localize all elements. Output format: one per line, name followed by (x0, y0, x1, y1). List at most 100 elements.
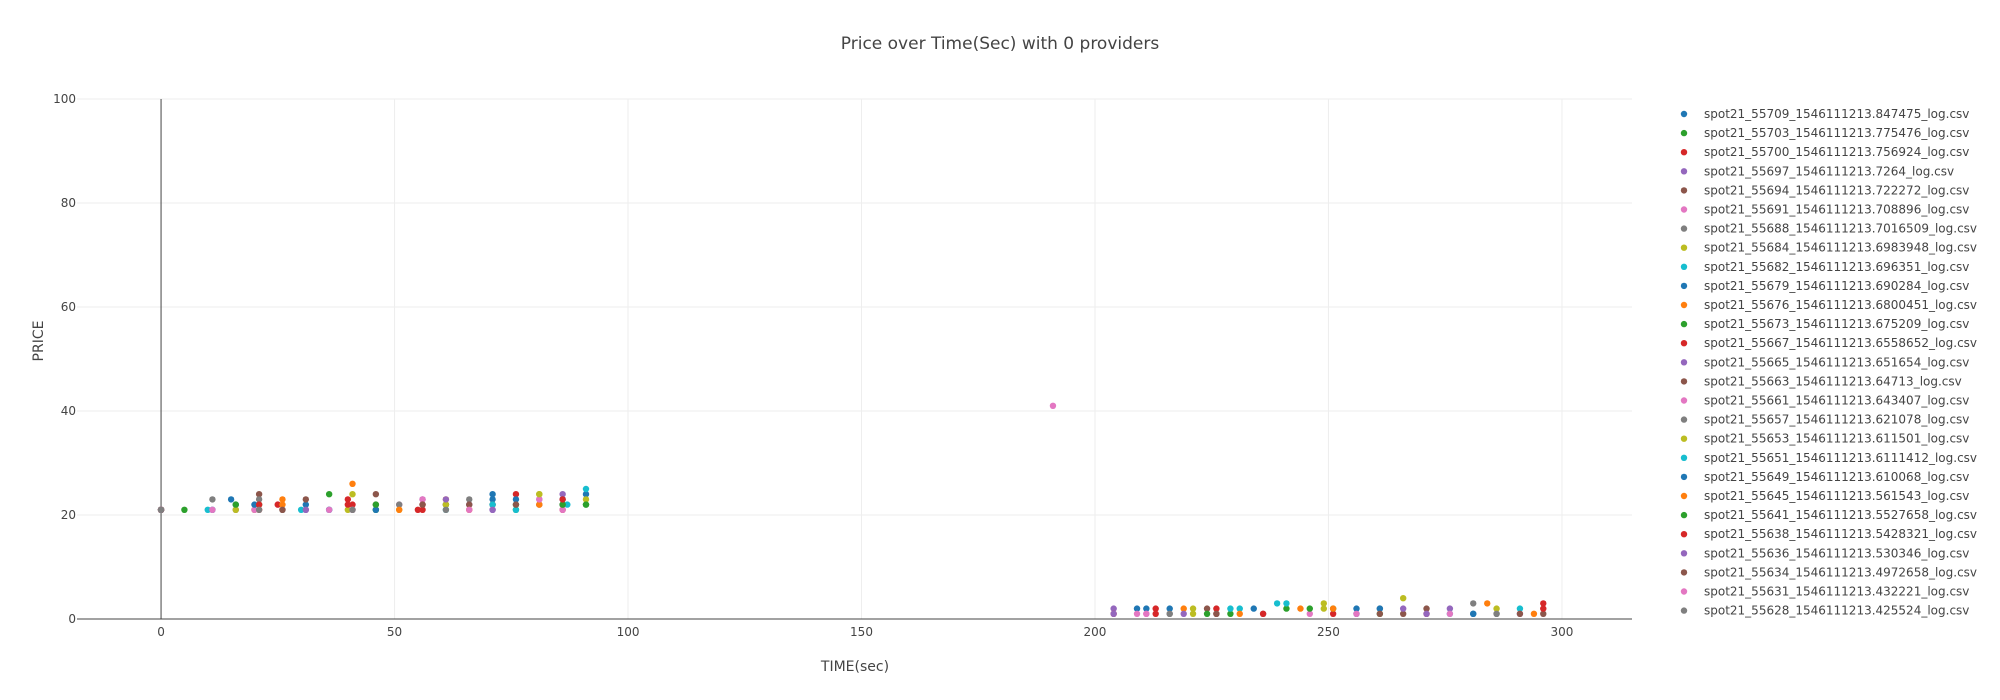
data-point[interactable] (582, 491, 590, 498)
data-point[interactable] (489, 506, 496, 513)
data-point[interactable] (559, 501, 566, 508)
data-point[interactable] (1540, 600, 1547, 607)
data-point[interactable] (512, 506, 520, 513)
data-point[interactable] (1110, 610, 1117, 617)
data-point[interactable] (325, 491, 333, 498)
data-point[interactable] (512, 491, 520, 498)
data-point[interactable] (536, 501, 543, 508)
data-point[interactable] (1446, 605, 1454, 612)
data-point[interactable] (466, 496, 473, 503)
data-point[interactable] (232, 501, 239, 508)
data-point[interactable] (1189, 605, 1197, 612)
data-point[interactable] (1320, 605, 1328, 612)
data-point[interactable] (1203, 610, 1211, 617)
legend-item[interactable]: spot21_55641_1546111213.5527658_log.csv (1680, 508, 1977, 522)
data-point[interactable] (489, 501, 496, 508)
data-point[interactable] (1143, 610, 1150, 617)
data-point[interactable] (1493, 610, 1500, 617)
data-point[interactable] (1297, 605, 1304, 612)
data-point[interactable] (489, 496, 496, 503)
data-point[interactable] (372, 506, 380, 513)
data-point[interactable] (442, 501, 450, 508)
legend-item[interactable]: spot21_55679_1546111213.690284_log.csv (1680, 279, 1970, 293)
legend-item[interactable]: spot21_55709_1546111213.847475_log.csv (1680, 107, 1970, 121)
data-point[interactable] (204, 506, 211, 513)
data-point[interactable] (181, 506, 188, 513)
legend-item[interactable]: spot21_55661_1546111213.643407_log.csv (1680, 394, 1970, 408)
data-point[interactable] (1470, 610, 1477, 617)
legend-item[interactable]: spot21_55676_1546111213.6800451_log.csv (1680, 298, 1977, 312)
data-point[interactable] (1376, 605, 1384, 612)
data-point[interactable] (1152, 605, 1159, 612)
data-point[interactable] (419, 501, 426, 508)
legend-item[interactable]: spot21_55691_1546111213.708896_log.csv (1680, 203, 1970, 217)
data-point[interactable] (1353, 605, 1360, 612)
data-point[interactable] (414, 506, 422, 513)
data-point[interactable] (466, 501, 473, 508)
data-point[interactable] (1180, 605, 1187, 612)
data-point[interactable] (1484, 600, 1491, 607)
data-point[interactable] (344, 501, 352, 508)
data-point[interactable] (512, 496, 520, 503)
data-point[interactable] (1049, 402, 1057, 409)
data-point[interactable] (1213, 610, 1220, 617)
data-point[interactable] (1250, 605, 1257, 612)
legend-item[interactable]: spot21_55663_1546111213.64713_log.csv (1680, 374, 1962, 388)
data-point[interactable] (419, 506, 426, 513)
data-point[interactable] (302, 496, 310, 503)
data-point[interactable] (1329, 610, 1337, 617)
data-point[interactable] (209, 496, 216, 503)
data-point[interactable] (1516, 605, 1524, 612)
legend-item[interactable]: spot21_55634_1546111213.4972658_log.csv (1680, 565, 1977, 579)
data-point[interactable] (1540, 605, 1547, 612)
data-point[interactable] (279, 501, 286, 508)
data-point[interactable] (1227, 605, 1234, 612)
data-point[interactable] (255, 491, 263, 498)
data-point[interactable] (302, 501, 310, 508)
data-point[interactable] (512, 501, 520, 508)
data-point[interactable] (582, 501, 590, 508)
data-point[interactable] (1227, 610, 1234, 617)
data-point[interactable] (466, 506, 473, 513)
data-point[interactable] (419, 496, 426, 503)
data-point[interactable] (279, 496, 286, 503)
data-point[interactable] (297, 506, 305, 513)
legend-item[interactable]: spot21_55638_1546111213.5428321_log.csv (1680, 527, 1977, 541)
data-point[interactable] (349, 506, 356, 513)
data-point[interactable] (1353, 610, 1360, 617)
legend[interactable]: spot21_55709_1546111213.847475_log.csvsp… (1680, 107, 1977, 618)
data-point[interactable] (349, 480, 356, 487)
data-point[interactable] (255, 496, 263, 503)
data-point[interactable] (559, 491, 566, 498)
data-point[interactable] (1399, 605, 1407, 612)
data-point[interactable] (372, 501, 380, 508)
data-point[interactable] (1399, 595, 1407, 602)
legend-item[interactable]: spot21_55667_1546111213.6558652_log.csv (1680, 336, 1977, 350)
data-point[interactable] (349, 491, 356, 498)
data-point[interactable] (1259, 610, 1267, 617)
data-point[interactable] (302, 506, 310, 513)
data-point[interactable] (1213, 605, 1220, 612)
data-point[interactable] (536, 491, 543, 498)
data-point[interactable] (1133, 605, 1141, 612)
data-point[interactable] (1143, 605, 1150, 612)
legend-item[interactable]: spot21_55697_1546111213.7264_log.csv (1680, 164, 1954, 178)
data-point[interactable] (1329, 605, 1337, 612)
data-point[interactable] (396, 501, 403, 508)
legend-item[interactable]: spot21_55628_1546111213.425524_log.csv (1680, 604, 1970, 618)
data-point[interactable] (489, 491, 496, 498)
data-point[interactable] (227, 496, 235, 503)
data-point[interactable] (1530, 610, 1538, 617)
data-point[interactable] (1423, 605, 1430, 612)
data-point[interactable] (1446, 610, 1454, 617)
data-point[interactable] (325, 506, 333, 513)
legend-item[interactable]: spot21_55651_1546111213.6111412_log.csv (1680, 451, 1977, 465)
data-point[interactable] (1180, 610, 1187, 617)
data-point[interactable] (1320, 600, 1328, 607)
data-point[interactable] (1203, 605, 1211, 612)
legend-item[interactable]: spot21_55665_1546111213.651654_log.csv (1680, 355, 1970, 369)
data-point[interactable] (349, 501, 356, 508)
data-point[interactable] (209, 506, 216, 513)
data-point[interactable] (582, 496, 590, 503)
data-point[interactable] (1306, 605, 1313, 612)
